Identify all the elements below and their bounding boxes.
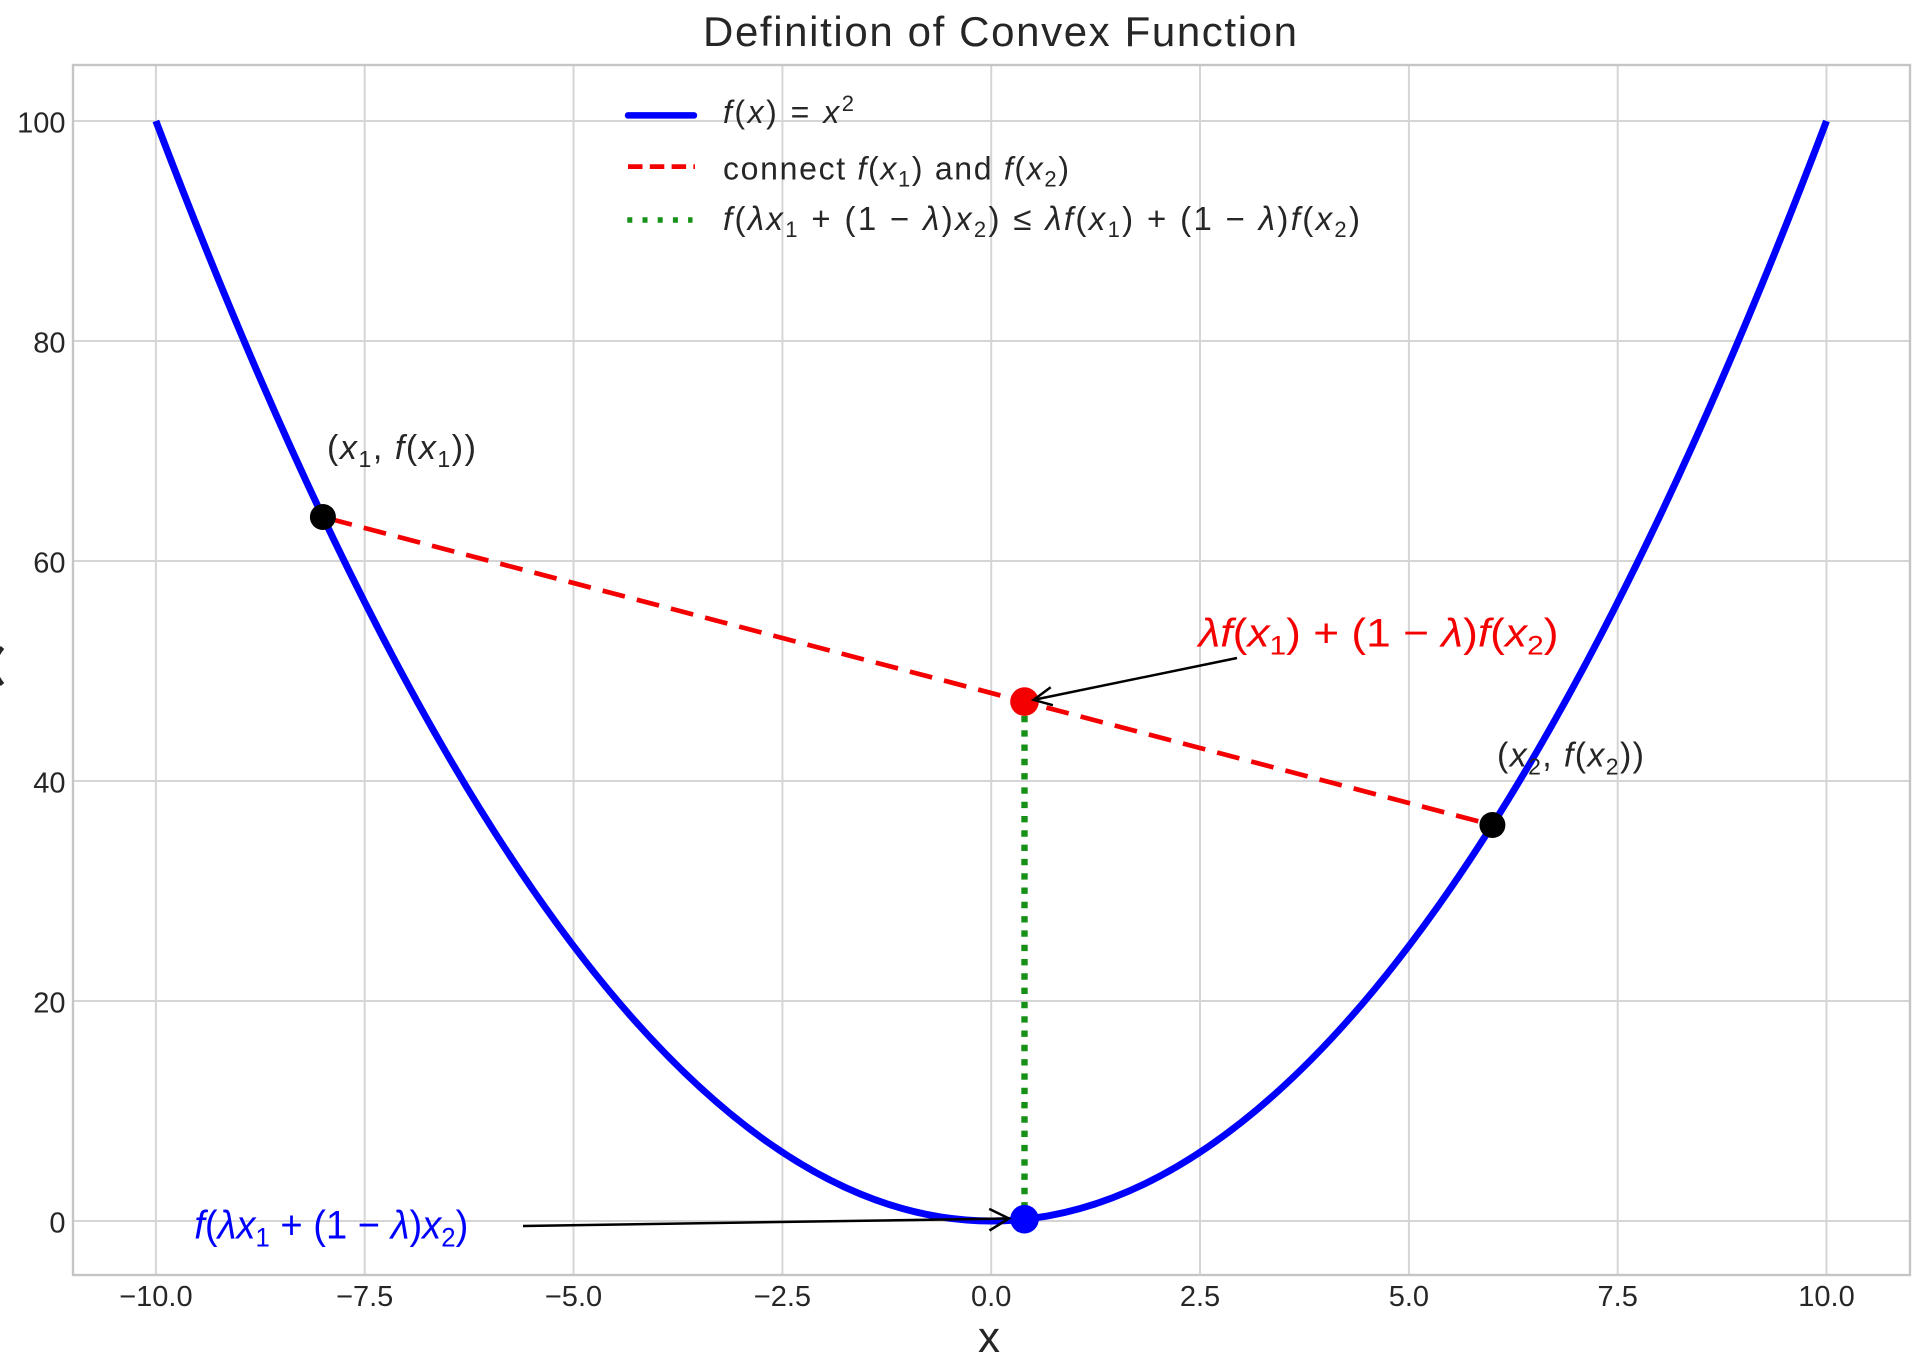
svg-text:λf(x1) + (1 − λ)f(x2): λf(x1) + (1 − λ)f(x2): [1196, 612, 1558, 661]
svg-text:100: 100: [17, 108, 65, 140]
svg-text:20: 20: [33, 988, 65, 1020]
svg-text:−5.0: −5.0: [545, 1281, 602, 1313]
svg-text:x: x: [978, 1313, 1000, 1362]
svg-text:60: 60: [33, 548, 65, 580]
svg-text:−7.5: −7.5: [336, 1281, 393, 1313]
svg-text:0: 0: [49, 1208, 65, 1240]
svg-text:−2.5: −2.5: [754, 1281, 811, 1313]
svg-text:f(λx1 + (1 − λ)x2) ≤ λf(x1) +: f(λx 1 + (1 − λ)x 2) ≤ λf(x 1) + (1 − λ)f(x…: [723, 200, 1360, 242]
svg-text:f(x) = x2: f(x) = x2: [723, 91, 854, 130]
svg-text:0.0: 0.0: [971, 1281, 1011, 1313]
svg-text:(x1, f(x1)): (x1, f(x1)): [327, 429, 476, 472]
svg-text:(x2, f(x2)): (x2, f(x2)): [1497, 737, 1644, 780]
svg-text:f(λx1 + (1 − λ)x2): f(λx1 + (1 − λ)x2): [194, 1204, 468, 1253]
svg-text:−10.0: −10.0: [119, 1281, 192, 1313]
svg-text:80: 80: [33, 328, 65, 360]
svg-text:10.0: 10.0: [1798, 1281, 1854, 1313]
svg-text:40: 40: [33, 768, 65, 800]
svg-text:7.5: 7.5: [1598, 1281, 1638, 1313]
svg-text:connect f(x1) and f(x2): connect f(x1) and f(x2): [723, 151, 1069, 192]
svg-text:2.5: 2.5: [1180, 1281, 1220, 1313]
svg-text:5.0: 5.0: [1389, 1281, 1429, 1313]
svg-text:Definition of Convex Function: Definition of Convex Function: [703, 8, 1297, 55]
